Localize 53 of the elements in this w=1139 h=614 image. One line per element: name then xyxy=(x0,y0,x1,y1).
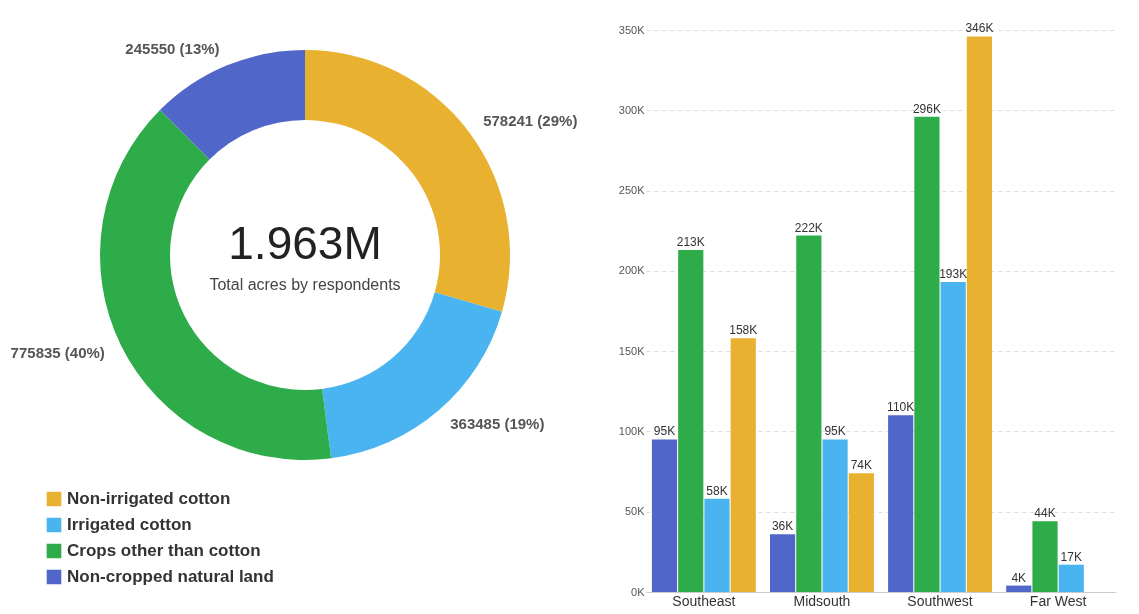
bar xyxy=(914,116,940,592)
legend-label: Non-cropped natural land xyxy=(67,567,274,586)
y-tick-label: 150K xyxy=(618,344,646,357)
data-label: 158K xyxy=(729,323,758,338)
data-label: 346K xyxy=(965,21,994,36)
y-tick-label: 100K xyxy=(618,424,646,437)
data-label: 363485 (19%) xyxy=(450,415,545,433)
data-label: 74K xyxy=(850,458,872,473)
x-tick-label: Far West xyxy=(1029,592,1087,609)
legend-label: Irrigated cotton xyxy=(67,515,192,534)
y-tick-label: 200K xyxy=(618,264,646,277)
legend-label: Non-irrigated cotton xyxy=(67,489,231,508)
data-label: 17K xyxy=(1060,549,1082,564)
bar xyxy=(730,338,756,592)
x-tick-label: Southwest xyxy=(907,592,973,609)
bar xyxy=(940,282,966,592)
bar xyxy=(966,36,993,592)
data-label: 245550 (13%) xyxy=(125,40,220,57)
y-tick-label: 300K xyxy=(618,103,646,116)
data-label: 95K xyxy=(824,424,846,439)
x-tick-label: Southeast xyxy=(672,592,736,609)
text: 1.963M xyxy=(228,217,382,269)
y-tick-label: 50K xyxy=(624,505,646,518)
bar xyxy=(822,439,848,592)
y-tick-label: 350K xyxy=(618,23,646,36)
text: Total acres by respondents xyxy=(209,276,401,293)
data-label: 36K xyxy=(771,519,794,534)
bar xyxy=(704,498,730,592)
data-label: 296K xyxy=(912,101,941,116)
data-label: 578241 (29%) xyxy=(483,111,578,129)
bar xyxy=(848,473,874,592)
y-tick-label: 0K xyxy=(631,585,646,598)
bar xyxy=(1058,564,1084,592)
data-label: 4K xyxy=(1011,570,1027,585)
bar xyxy=(769,534,796,592)
bar xyxy=(1006,585,1032,592)
data-label: 193K xyxy=(939,267,968,282)
bar xyxy=(1032,521,1058,592)
donut-slice xyxy=(322,292,503,459)
bar xyxy=(651,439,678,592)
x-tick-label: Midsouth xyxy=(793,592,851,609)
bar xyxy=(678,249,704,592)
data-label: 222K xyxy=(794,220,823,235)
bar xyxy=(796,235,822,592)
data-label: 44K xyxy=(1034,506,1056,521)
y-tick-label: 250K xyxy=(618,184,646,197)
data-label: 58K xyxy=(706,483,728,498)
data-label: 110K xyxy=(887,400,915,415)
data-label: 95K xyxy=(653,424,676,439)
data-label: 213K xyxy=(676,234,705,249)
bar xyxy=(888,415,914,592)
data-label: 775835 (40%) xyxy=(10,344,105,362)
legend-label: Crops other than cotton xyxy=(67,541,261,560)
